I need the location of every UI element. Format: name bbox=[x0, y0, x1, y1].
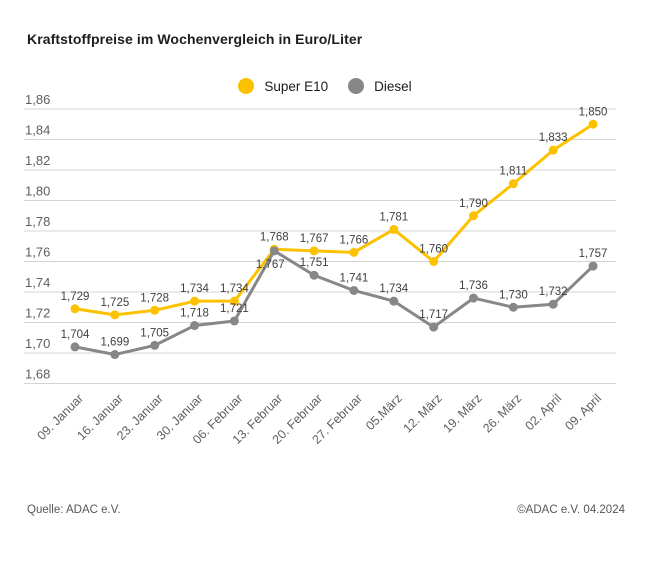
chart-legend: Super E10 Diesel bbox=[0, 78, 650, 94]
y-axis-label: 1,68 bbox=[25, 367, 50, 382]
point-label: 1,760 bbox=[419, 244, 448, 256]
data-point bbox=[389, 296, 399, 306]
copyright-note: ©ADAC e.V. 04.2024 bbox=[517, 504, 625, 516]
data-point bbox=[429, 322, 439, 332]
point-label: 1,790 bbox=[459, 198, 488, 210]
x-axis-label: 12. März bbox=[400, 391, 444, 435]
data-point bbox=[190, 296, 200, 306]
data-point bbox=[309, 246, 319, 256]
point-label: 1,732 bbox=[539, 286, 568, 298]
y-axis-label: 1,84 bbox=[25, 123, 50, 138]
point-label: 1,757 bbox=[579, 248, 608, 260]
point-label: 1,850 bbox=[579, 106, 608, 118]
data-point bbox=[588, 119, 598, 129]
data-point bbox=[389, 224, 399, 234]
data-point bbox=[269, 246, 279, 256]
diesel-legend-dot-icon bbox=[348, 78, 365, 94]
point-label: 1,717 bbox=[419, 309, 448, 321]
y-axis-label: 1,86 bbox=[25, 92, 50, 107]
data-point bbox=[548, 299, 558, 309]
data-point bbox=[229, 316, 239, 326]
point-label: 1,729 bbox=[61, 291, 90, 303]
x-axis-label: 19. März bbox=[440, 391, 484, 435]
data-point bbox=[70, 304, 80, 314]
point-label: 1,705 bbox=[140, 327, 169, 339]
x-axis-label: 05.März bbox=[363, 391, 405, 433]
data-point bbox=[70, 342, 80, 352]
point-label: 1,730 bbox=[499, 289, 528, 301]
data-point bbox=[429, 257, 439, 266]
line-chart: 1,86 1,84 1,82 1,80 1,78 1,76 1,74 1,72 1,70 1,68… bbox=[24, 92, 616, 447]
legend-item-super-e10: Super E10 bbox=[238, 78, 328, 94]
data-point bbox=[110, 350, 120, 360]
data-point bbox=[548, 145, 558, 155]
point-label: 1,734 bbox=[379, 283, 408, 295]
data-point bbox=[349, 247, 359, 257]
point-label: 1,704 bbox=[61, 329, 90, 341]
point-label: 1,718 bbox=[180, 308, 209, 320]
data-point bbox=[110, 310, 120, 320]
y-axis-label: 1,76 bbox=[25, 245, 50, 260]
legend-label-super-e10: Super E10 bbox=[264, 78, 329, 94]
point-label: 1,766 bbox=[340, 234, 369, 246]
data-point bbox=[150, 305, 160, 315]
series-line bbox=[73, 122, 595, 317]
data-point bbox=[469, 211, 478, 221]
x-axis-label: 02. April bbox=[522, 391, 564, 433]
series-line bbox=[73, 249, 595, 357]
data-point bbox=[588, 261, 598, 271]
point-label: 1,736 bbox=[459, 280, 488, 292]
point-label: 1,699 bbox=[100, 337, 129, 349]
point-label: 1,725 bbox=[100, 297, 129, 309]
data-point bbox=[349, 285, 359, 295]
data-point bbox=[309, 270, 319, 280]
data-point bbox=[229, 296, 239, 306]
point-label: 1,811 bbox=[499, 166, 527, 178]
point-label: 1,741 bbox=[340, 272, 369, 284]
point-label: 1,833 bbox=[539, 132, 568, 144]
y-axis-label: 1,72 bbox=[25, 306, 50, 321]
y-axis-label: 1,70 bbox=[25, 336, 50, 351]
point-label: 1,767 bbox=[256, 259, 285, 271]
y-axis-label: 1,78 bbox=[25, 214, 50, 229]
point-label: 1,768 bbox=[260, 231, 289, 243]
y-axis-label: 1,74 bbox=[25, 275, 50, 290]
data-point bbox=[150, 340, 160, 350]
y-axis-label: 1,80 bbox=[25, 184, 50, 199]
source-note: Quelle: ADAC e.V. bbox=[27, 504, 121, 516]
legend-item-diesel: Diesel bbox=[348, 78, 412, 94]
x-axis-label: 09. April bbox=[562, 391, 604, 433]
point-label: 1,728 bbox=[140, 292, 169, 304]
data-point bbox=[190, 321, 200, 331]
data-point bbox=[508, 179, 518, 189]
data-point bbox=[469, 293, 478, 303]
x-axis-label: 26. März bbox=[480, 391, 524, 435]
data-point bbox=[508, 302, 518, 312]
point-label: 1,767 bbox=[300, 233, 329, 245]
point-label: 1,721 bbox=[220, 303, 249, 315]
point-label: 1,734 bbox=[220, 283, 249, 295]
legend-label-diesel: Diesel bbox=[374, 78, 412, 94]
super-e10-legend-dot-icon bbox=[238, 78, 255, 94]
point-label: 1,781 bbox=[379, 211, 408, 223]
y-axis-label: 1,82 bbox=[25, 153, 50, 168]
chart-title: Kraftstoffpreise im Wochenvergleich in E… bbox=[27, 31, 363, 47]
point-label: 1,751 bbox=[300, 257, 329, 269]
point-label: 1,734 bbox=[180, 283, 209, 295]
